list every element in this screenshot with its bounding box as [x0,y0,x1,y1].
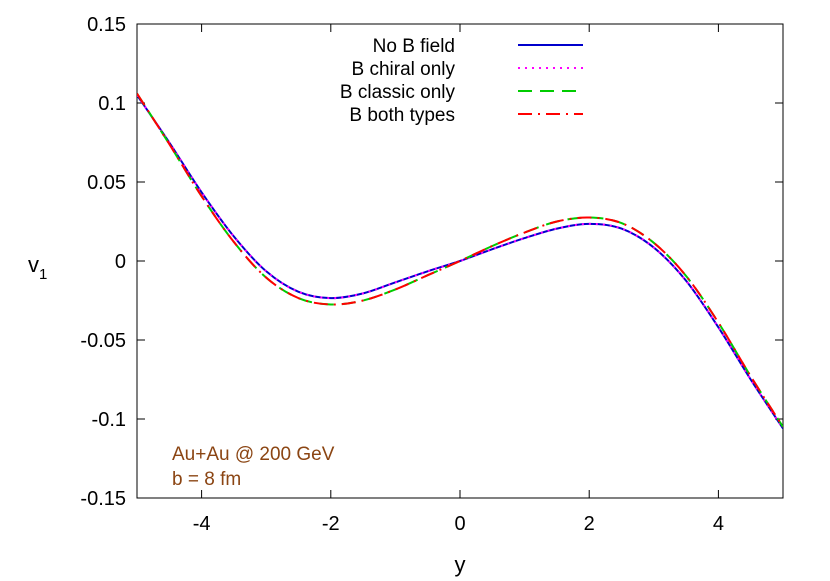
x-tick-label: 4 [713,513,724,535]
y-tick-label: 0.05 [87,172,126,194]
legend-label: B both types [349,105,455,126]
x-axis-title: y [455,552,466,577]
series-curves [137,92,783,430]
y-axis-title: v1 [28,252,47,283]
y-axis-title-subscript: 1 [39,266,47,283]
x-tick-label: -4 [193,513,211,535]
legend-label: No B field [373,36,455,57]
annotation-system: Au+Au @ 200 GeV [172,444,335,465]
x-tick-label: 2 [584,513,595,535]
legend-label: B chiral only [352,59,456,80]
y-tick-label: -0.1 [92,409,126,431]
annotation-impact-parameter: b = 8 fm [172,469,241,490]
axis-ticks: -4 -2 0 2 4 0.15 0.1 0.05 0 -0.05 -0.1 -0.15 [80,14,783,535]
series-line-4 [137,92,783,428]
x-tick-label: -2 [322,513,340,535]
legend-label: B classic only [340,82,456,103]
y-tick-label: 0.1 [98,93,126,115]
y-tick-label: -0.15 [80,488,126,510]
x-tick-label: 0 [454,513,465,535]
y-tick-label: 0.15 [87,14,126,36]
y-tick-label: -0.05 [80,330,126,352]
y-axis-title-main: v [28,252,39,277]
y-tick-label: 0 [115,251,126,273]
series-line-1 [137,94,783,430]
